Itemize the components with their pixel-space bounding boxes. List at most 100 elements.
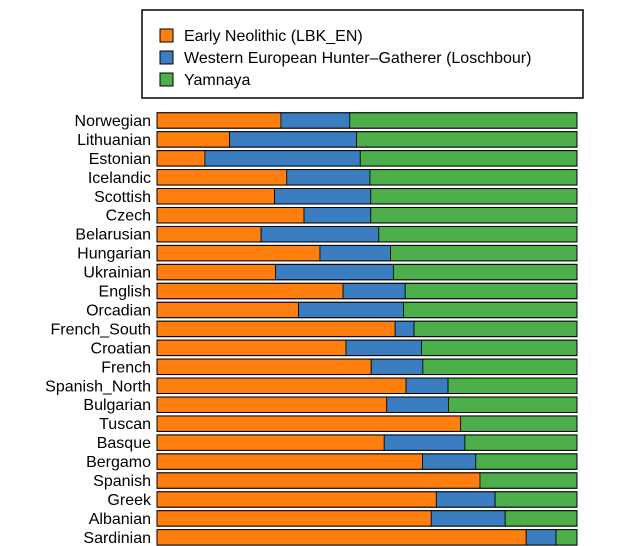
- category-label: French_South: [50, 321, 151, 338]
- bar-segment-series-0: [156, 282, 344, 300]
- bar-outline: [156, 472, 578, 489]
- bar-segment-series-0: [156, 207, 305, 224]
- bar-outline: [156, 377, 578, 395]
- category-label: Norwegian: [75, 113, 151, 130]
- bar-segment-series-2: [448, 396, 578, 413]
- category-label: Czech: [106, 208, 151, 225]
- bar-outline: [156, 206, 578, 224]
- bar-outline: [156, 112, 578, 129]
- bar-outline: [156, 169, 578, 186]
- bar-segment-series-1: [319, 244, 391, 262]
- legend: Early Neolithic (LBK_EN) Western Europea…: [141, 9, 584, 99]
- bar-outline: [156, 263, 578, 281]
- bar-segment-series-2: [464, 434, 578, 451]
- category-label: Belarusian: [75, 227, 151, 244]
- category-label: Basque: [97, 435, 151, 452]
- bar-outline: [156, 510, 578, 527]
- category-label: Hungarian: [77, 246, 151, 263]
- bar-segment-series-1: [286, 169, 371, 186]
- bar-segment-series-0: [156, 377, 407, 394]
- bar-segment-series-0: [156, 131, 231, 148]
- bar-segment-series-1: [275, 263, 394, 281]
- bar-segment-series-2: [359, 150, 578, 167]
- bar-segment-series-2: [370, 188, 578, 205]
- category-label: Tuscan: [99, 416, 151, 433]
- bar-segment-series-1: [370, 358, 424, 375]
- legend-swatch-yamnaya: [159, 72, 174, 87]
- bar-segment-series-0: [156, 472, 481, 489]
- bar-segment-series-0: [156, 301, 299, 319]
- bar-segment-series-0: [156, 150, 206, 167]
- category-label: Spanish_North: [45, 378, 151, 395]
- category-label: Sardinian: [83, 530, 151, 546]
- bar-segment-series-1: [405, 377, 449, 394]
- category-label: Bulgarian: [83, 397, 151, 414]
- category-label: French: [101, 359, 151, 376]
- category-label: Orcadian: [86, 302, 151, 319]
- bar-segment-series-1: [229, 131, 357, 148]
- category-label: Ukrainian: [83, 265, 151, 282]
- legend-label-hunter-gatherer: Western European Hunter–Gatherer (Loschb…: [184, 50, 531, 67]
- bar-outline: [156, 396, 578, 413]
- bar-segment-series-1: [204, 150, 361, 167]
- bar-outline: [156, 491, 578, 508]
- bar-segment-series-0: [156, 434, 385, 451]
- bar-outline: [156, 339, 578, 357]
- legend-label-yamnaya: Yamnaya: [184, 72, 251, 89]
- bar-segment-series-1: [525, 529, 557, 546]
- bar-outline: [156, 415, 578, 432]
- bar-segment-series-0: [156, 529, 527, 546]
- bar-segment-series-1: [386, 396, 449, 413]
- category-label: Estonian: [89, 151, 151, 168]
- bar-segment-series-1: [383, 434, 466, 451]
- category-label: Scottish: [94, 189, 151, 206]
- bar-segment-series-0: [156, 188, 275, 205]
- bar-segment-series-1: [422, 453, 477, 470]
- bar-segment-series-0: [156, 112, 282, 129]
- bar-segment-series-2: [369, 169, 578, 186]
- bar-segment-series-0: [156, 358, 372, 375]
- bar-segment-series-2: [479, 472, 578, 489]
- bar-segment-series-0: [156, 453, 423, 470]
- bar-segment-series-2: [447, 377, 578, 394]
- legend-swatch-hunter-gatherer: [159, 50, 174, 65]
- bar-segment-series-2: [504, 510, 578, 527]
- bar-segment-series-1: [274, 188, 372, 205]
- bar-segment-series-0: [156, 491, 437, 508]
- bar-segment-series-1: [298, 301, 404, 319]
- bar-segment-series-2: [404, 282, 578, 300]
- legend-box: [141, 9, 584, 99]
- category-label: Bergamo: [86, 454, 151, 471]
- plot-area: Norwegian Lithuanian Estonian Icelandic Scot…: [45, 112, 578, 546]
- bar-segment-series-0: [156, 415, 462, 432]
- category-label: Croatian: [91, 340, 151, 357]
- bar-outline: [156, 131, 578, 148]
- bar-segment-series-1: [260, 226, 380, 243]
- bar-segment-series-2: [370, 207, 578, 224]
- bar-segment-series-2: [494, 491, 578, 508]
- bar-segment-series-2: [460, 415, 578, 432]
- bar-outline: [156, 225, 578, 243]
- bar-segment-series-0: [156, 510, 432, 527]
- bar-segment-series-0: [156, 226, 262, 243]
- bar-segment-series-1: [303, 207, 372, 224]
- bar-segment-series-0: [156, 263, 276, 281]
- bar-outline: [156, 301, 578, 319]
- bar-segment-series-2: [475, 453, 578, 470]
- bar-outline: [156, 188, 578, 205]
- bar-outline: [156, 453, 578, 470]
- bar-outline: [156, 434, 578, 451]
- bar-segment-series-0: [156, 396, 388, 413]
- bar-segment-series-1: [345, 339, 422, 357]
- bar-segment-series-1: [342, 282, 406, 300]
- bar-outline: [156, 150, 578, 167]
- bar-segment-series-0: [156, 169, 288, 186]
- bar-outline: [156, 529, 578, 546]
- category-label: Spanish: [93, 473, 151, 490]
- bar-segment-series-1: [394, 320, 415, 338]
- bar-segment-series-2: [356, 131, 578, 148]
- category-label: Greek: [107, 492, 152, 509]
- bar-segment-series-0: [156, 244, 321, 262]
- bar-segment-series-2: [413, 320, 578, 338]
